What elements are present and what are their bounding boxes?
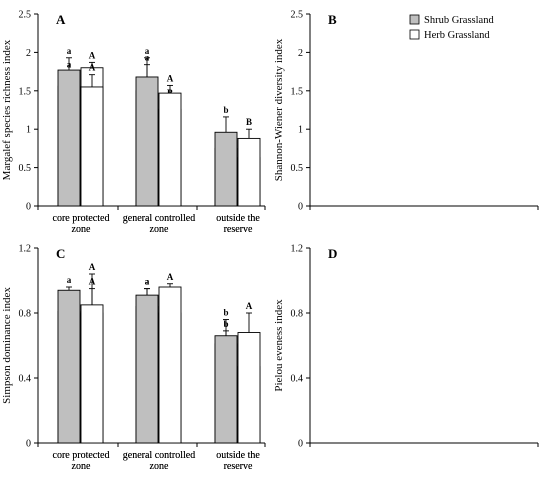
panel-label: B [328,12,337,27]
bar [80,86,104,207]
significance-label: B [246,117,252,127]
y-tick-label: 0.4 [291,374,304,385]
significance-label: a [145,277,150,287]
significance-label: A [246,301,253,311]
y-tick-label: 0 [26,439,31,450]
x-category-label: general controlled [123,213,195,224]
x-category-label: core protected [53,450,110,461]
x-category-label: zone [72,461,91,472]
y-axis-label: Pielou eveness index [273,299,285,392]
x-category-label: zone [150,461,169,472]
legend-label-herb: Herb Grassland [424,30,490,41]
panels: 0 0.5 1 1.5 2 2.5 Margalef species richness in… [1,10,539,472]
legend-swatch-herb [409,29,420,40]
x-category-label: reserve [224,224,253,235]
bar [158,92,182,207]
y-tick-label: 1.2 [19,244,32,255]
x-category-label: zone [72,224,91,235]
panel-B: 0 0.5 1 1.5 2 2.5 Shannon-Wiener diversity ind… [53,10,539,235]
y-tick-label: 0.5 [291,163,304,174]
significance-label: a [145,46,150,56]
y-tick-label: 0 [26,202,31,213]
bar [214,131,238,207]
x-category-label: zone [150,461,169,472]
panel-label: C [56,246,65,261]
bar [237,332,261,444]
y-tick-label: 2 [298,48,303,59]
legend-swatch-shrub [409,14,420,25]
x-category-label: core protected [53,213,110,224]
significance-label: a [145,277,150,287]
x-category-label: core protected [53,450,110,461]
bar [158,286,182,444]
y-tick-label: 0.8 [19,309,32,320]
x-category-label: general controlled [123,450,195,461]
bar [135,76,159,207]
x-category-label: zone [72,224,91,235]
y-tick-label: 1.2 [291,244,304,255]
bar [135,294,159,444]
y-tick-label: 1.5 [19,86,32,97]
y-tick-label: 0 [298,202,303,213]
y-axis-label: Simpson dominance index [1,287,13,404]
x-category-label: outside the [216,450,260,461]
x-category-label: general controlled [123,450,195,461]
y-tick-label: 2.5 [291,10,304,21]
x-category-label: general controlled [123,213,195,224]
y-axis-label: Shannon-Wiener diversity index [273,38,285,181]
y-tick-label: 2 [26,48,31,59]
significance-label: A [167,73,174,83]
y-tick-label: 2.5 [19,10,32,21]
x-category-label: outside the [216,213,260,224]
x-category-label: core protected [53,213,110,224]
legend: Shrub Grassland Herb Grassland [409,14,494,41]
x-category-label: outside the [216,450,260,461]
y-tick-label: 1 [26,125,31,136]
y-tick-label: 1 [298,125,303,136]
significance-label: A [89,50,96,60]
y-tick-label: 0 [298,439,303,450]
significance-label: A [89,63,96,73]
x-category-label: outside the [216,213,260,224]
significance-label: a [67,275,72,285]
significance-label: b [223,105,228,115]
bar [214,335,238,444]
x-category-label: zone [150,224,169,235]
y-tick-label: 0.8 [291,309,304,320]
y-tick-label: 0.4 [19,374,32,385]
x-category-label: zone [150,224,169,235]
x-category-label: reserve [224,224,253,235]
panel-label: D [328,246,337,261]
legend-label-shrub: Shrub Grassland [424,15,494,26]
y-tick-label: 0.5 [19,163,32,174]
bar [57,289,81,444]
y-tick-label: 1.5 [291,86,304,97]
x-category-label: reserve [224,461,253,472]
panel-label: A [56,12,66,27]
y-axis-label: Margalef species richness index [1,39,13,180]
significance-label: b [223,308,228,318]
bar [80,304,104,444]
bar [237,137,261,207]
x-category-label: zone [72,461,91,472]
significance-label: a [67,46,72,56]
x-category-label: reserve [224,461,253,472]
significance-label: A [89,262,96,272]
bar [57,69,81,207]
significance-label: A [167,272,174,282]
